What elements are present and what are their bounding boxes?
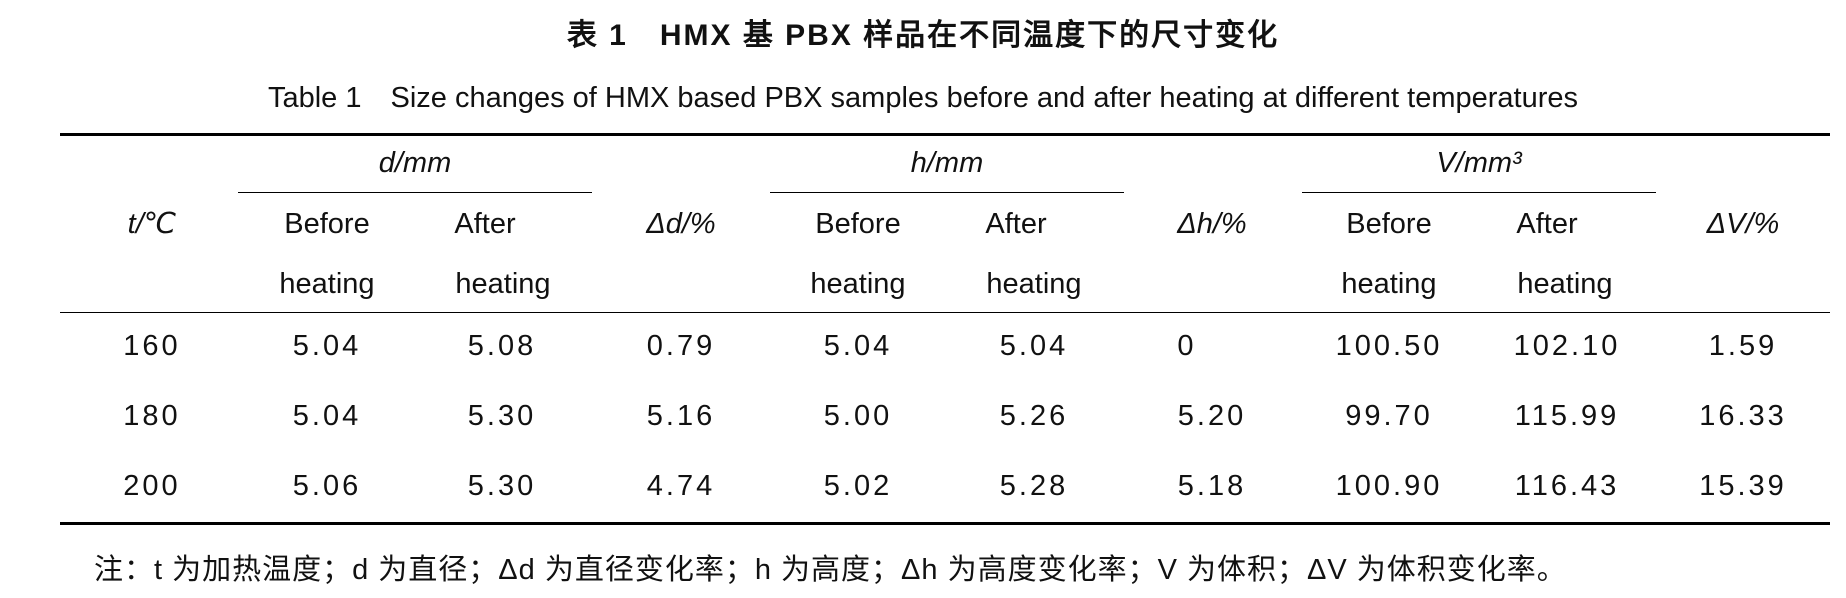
cell-d-before: 5.04 [292, 330, 362, 362]
cell-v-before: 99.70 [1345, 400, 1433, 432]
cell-v-before: 100.50 [1335, 330, 1443, 362]
cell-d-after: 5.08 [467, 330, 537, 362]
subheader-h-after-2: heating [986, 268, 1082, 300]
v-group-rule [1302, 192, 1656, 193]
header-v-group: V/mm³ [1436, 147, 1522, 179]
cell-delta-h: 5.18 [1177, 470, 1247, 502]
subheader-v-before-2: heating [1341, 268, 1437, 300]
cell-temperature: 160 [123, 330, 181, 362]
header-delta-h: Δh/% [1177, 208, 1247, 240]
header-temperature: t/℃ [127, 208, 177, 240]
subheader-v-after-2: heating [1517, 268, 1613, 300]
cell-temperature: 200 [123, 470, 181, 502]
header-delta-v: ΔV/% [1706, 208, 1780, 240]
subheader-d-after-2: heating [455, 268, 551, 300]
subheader-d-after: After [454, 208, 516, 240]
table-note: 注：t 为加热温度；d 为直径；Δd 为直径变化率；h 为高度；Δh 为高度变化… [94, 554, 1567, 586]
cell-h-after: 5.04 [999, 330, 1069, 362]
subheader-d-before-2: heating [279, 268, 375, 300]
header-h-group: h/mm [910, 147, 984, 179]
subheader-d-before: Before [284, 208, 370, 240]
cell-delta-d: 4.74 [646, 470, 716, 502]
cell-d-before: 5.06 [292, 470, 362, 502]
subheader-h-before-2: heating [810, 268, 906, 300]
cell-v-before: 100.90 [1335, 470, 1443, 502]
cell-v-after: 102.10 [1513, 330, 1621, 362]
cell-d-before: 5.04 [292, 400, 362, 432]
subheader-v-after: After [1516, 208, 1578, 240]
header-rule [60, 312, 1830, 313]
cell-h-before: 5.02 [823, 470, 893, 502]
bottom-rule [60, 522, 1830, 525]
cell-delta-d: 5.16 [646, 400, 716, 432]
cell-delta-v: 16.33 [1699, 400, 1787, 432]
cell-delta-h: 0 [1177, 330, 1197, 362]
subheader-h-before: Before [815, 208, 901, 240]
cell-delta-d: 0.79 [646, 330, 716, 362]
cell-delta-h: 5.20 [1177, 400, 1247, 432]
table-title-cn: 表 1 HMX 基 PBX 样品在不同温度下的尺寸变化 [566, 19, 1280, 52]
cell-h-after: 5.28 [999, 470, 1069, 502]
header-delta-d: Δd/% [646, 208, 716, 240]
cell-delta-v: 1.59 [1708, 330, 1778, 362]
subheader-h-after: After [985, 208, 1047, 240]
cell-h-before: 5.04 [823, 330, 893, 362]
subheader-v-before: Before [1346, 208, 1432, 240]
table-title-en: Table 1 Size changes of HMX based PBX sa… [267, 82, 1579, 114]
cell-v-after: 115.99 [1514, 400, 1620, 432]
cell-h-before: 5.00 [823, 400, 893, 432]
cell-v-after: 116.43 [1514, 470, 1620, 502]
cell-temperature: 180 [123, 400, 181, 432]
cell-h-after: 5.26 [999, 400, 1069, 432]
header-d-group: d/mm [378, 147, 452, 179]
cell-delta-v: 15.39 [1699, 470, 1787, 502]
cell-d-after: 5.30 [467, 400, 537, 432]
h-group-rule [770, 192, 1124, 193]
d-group-rule [238, 192, 592, 193]
top-rule [60, 133, 1830, 136]
cell-d-after: 5.30 [467, 470, 537, 502]
